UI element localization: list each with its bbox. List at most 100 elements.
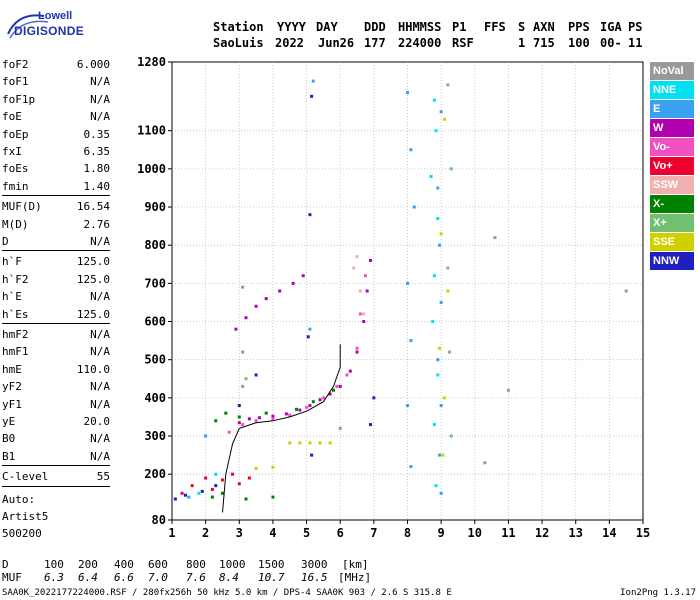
header-value: 100 [568, 36, 590, 50]
echo-point [348, 369, 352, 373]
echo-point [437, 243, 441, 247]
header-value: SaoLuis [213, 36, 264, 50]
echo-point [409, 148, 413, 152]
echo-point [446, 266, 450, 270]
param-row: h`F2 125.0 [2, 273, 110, 287]
echo-point [448, 350, 452, 354]
param-name: yF1 [2, 397, 22, 411]
echo-point [362, 320, 366, 324]
footer-version: Ion2Png 1.3.17 [620, 588, 696, 598]
param-row: B0 N/A [2, 432, 110, 446]
echo-point [220, 491, 224, 495]
echo-point [429, 175, 433, 178]
echo-point [437, 453, 441, 457]
header-label: PPS [568, 20, 590, 34]
echo-point [241, 350, 245, 354]
param-value: 110.0 [76, 362, 110, 376]
param-value: 125.0 [76, 255, 110, 269]
y-tick-label: 1280 [137, 55, 166, 69]
echo-point [338, 426, 342, 430]
separator [2, 195, 110, 197]
echo-point [310, 94, 314, 98]
y-tick-label: 200 [144, 467, 166, 481]
logo-line1: Lowell [38, 10, 73, 22]
param-row: MUF(D) 16.54 [2, 200, 110, 214]
echo-series [244, 83, 453, 438]
echo-point [328, 441, 332, 445]
param-name: MUF(D) [2, 200, 42, 214]
echo-point [254, 304, 258, 308]
distance-value: 1000 [219, 558, 246, 571]
echo-point [301, 274, 305, 278]
param-name: fxI [2, 145, 22, 158]
echo-point [449, 167, 453, 171]
param-value: 55 [96, 470, 110, 484]
muf-unit: [MHz] [338, 571, 372, 584]
distance-value: 600 [148, 558, 168, 571]
legend-item: Vo+ [650, 157, 694, 175]
x-tick-label: 11 [501, 526, 515, 540]
param-name: h`F [2, 255, 22, 269]
echo-point [271, 414, 275, 418]
separator [2, 250, 110, 252]
param-value: 125.0 [76, 307, 110, 321]
echo-point [409, 339, 413, 343]
header-label: DAY [316, 20, 338, 34]
echo-point [338, 384, 342, 388]
echo-point [439, 232, 443, 236]
param-name: hmE [2, 362, 22, 376]
echo-point [210, 487, 214, 491]
param-row: yE 20.0 [2, 415, 110, 429]
param-value: N/A [90, 110, 110, 124]
auto-artist: Artist5 [2, 510, 49, 523]
muf-value: 6.3 [44, 571, 64, 584]
echo-point [432, 274, 436, 278]
param-value: N/A [90, 92, 110, 106]
param-row: foEs 1.80 [2, 162, 110, 176]
param-row: D N/A [2, 235, 110, 249]
echo-point [331, 388, 335, 392]
muf-value: 6.4 [78, 571, 98, 584]
y-tick-label: 800 [144, 238, 166, 252]
echo-point [247, 417, 251, 421]
echo-point [237, 404, 241, 407]
param-row: h`F 125.0 [2, 255, 110, 269]
echo-point [308, 404, 312, 407]
param-name: B1 [2, 449, 16, 463]
echo-point [441, 453, 445, 457]
echo-point [271, 495, 275, 499]
footer-file-info: SAA0K_2022177224000.RSF / 280fx256h 50 k… [2, 588, 452, 598]
distance-value: 400 [114, 558, 134, 571]
plot-area [171, 61, 644, 521]
echo-point [436, 373, 440, 377]
separator [2, 465, 110, 467]
echo-point [493, 236, 497, 240]
param-value: N/A [90, 432, 110, 446]
echo-point [446, 83, 450, 87]
param-row: hmF1 N/A [2, 345, 110, 359]
header-value: Jun26 [318, 36, 355, 50]
param-row: foE N/A [2, 110, 110, 124]
echo-point [446, 289, 450, 293]
echo-point [278, 289, 282, 293]
distance-unit: [km] [342, 558, 369, 571]
param-name: fmin [2, 179, 29, 193]
param-row: h`Es 125.0 [2, 308, 110, 322]
echo-point [436, 216, 440, 220]
param-name: foE [2, 110, 22, 124]
header-value: 177 [364, 36, 386, 50]
header-label: Station [213, 20, 264, 34]
header-label: IGA [600, 20, 622, 34]
param-row: C-level 55 [2, 470, 110, 484]
echo-point [234, 327, 238, 331]
header-label: HHMMSS [398, 20, 442, 34]
echo-series [234, 274, 305, 331]
echo-point [355, 350, 359, 354]
muf-label: MUF [2, 571, 22, 584]
echo-point [237, 421, 241, 425]
echo-point [241, 423, 245, 427]
param-name: hmF2 [2, 328, 29, 341]
echo-point [311, 79, 315, 83]
param-name: foEp [2, 127, 29, 141]
trace-line [222, 344, 341, 513]
